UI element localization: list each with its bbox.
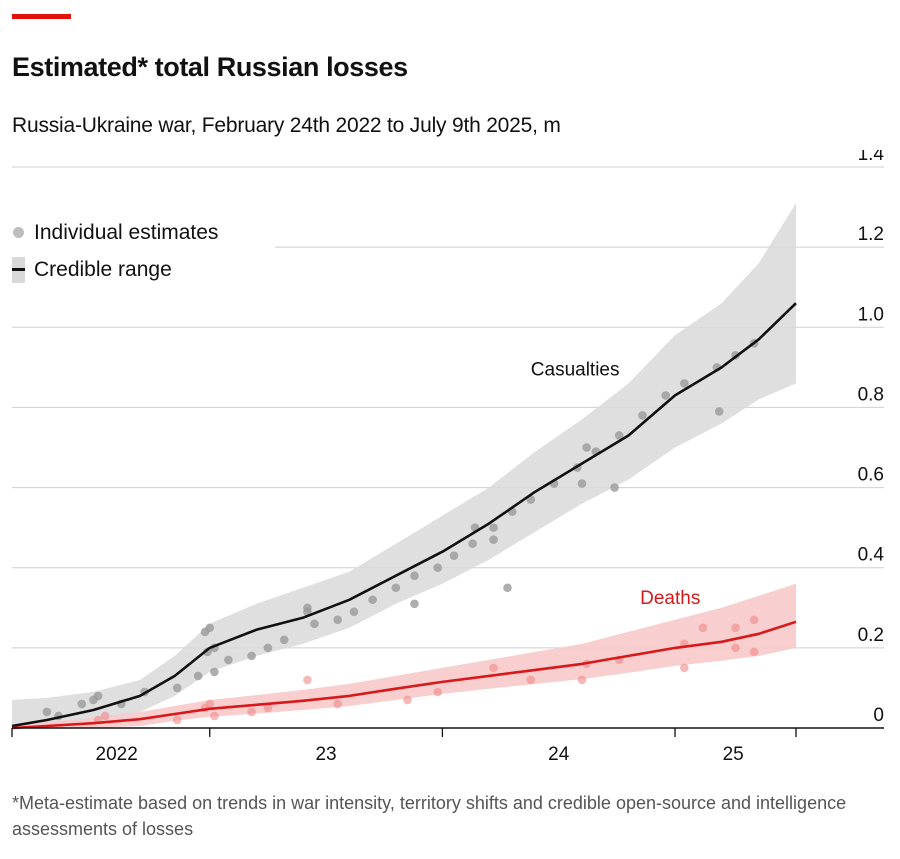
deaths-line — [11, 620, 797, 730]
casualties-estimate-dot — [247, 651, 256, 661]
y-tick-label: 0.6 — [858, 465, 884, 486]
casualties-line — [11, 302, 797, 728]
casualties-estimate-dot — [449, 551, 459, 560]
casualties-estimate-dot — [224, 655, 233, 665]
casualties-estimate-dot — [279, 635, 289, 645]
deaths-estimate-dot — [210, 711, 219, 721]
footnote: *Meta-estimate based on trends in war in… — [12, 793, 847, 839]
casualties-estimate-dot — [368, 595, 377, 605]
x-tick-label: 23 — [315, 744, 336, 765]
axes: 0 0.2 0.4 0.6 0.8 1.0 1.2 1.4 2022 23 24 25 — [11, 150, 885, 765]
casualties-estimate-dot — [410, 571, 419, 581]
casualties-estimate-dot — [391, 583, 401, 593]
deaths-credible-band — [12, 583, 796, 728]
legend-item-range: Credible range — [12, 251, 218, 288]
x-tick-label: 2022 — [96, 744, 138, 765]
y-tick-label: 0 — [873, 705, 884, 726]
legend-item-estimates: Individual estimates — [12, 214, 218, 251]
casualties-estimate-dot — [263, 643, 273, 653]
deaths-estimate-dot — [403, 695, 412, 705]
annotations: Casualties Deaths — [531, 359, 701, 608]
casualties-estimate-dot — [661, 391, 671, 400]
casualties-estimate-dot — [503, 583, 512, 593]
legend: Individual estimates Credible range — [12, 214, 218, 288]
deaths-estimate-dot — [731, 623, 740, 633]
gridlines — [12, 166, 884, 649]
casualties-estimate-dot — [333, 615, 342, 625]
casualties-estimate-dot — [714, 407, 724, 416]
deaths-estimate-dot — [205, 699, 215, 709]
deaths-estimate-dot — [172, 715, 182, 725]
casualties-estimate-dot — [680, 379, 689, 388]
deaths-estimate-dot — [749, 615, 759, 625]
deaths-estimate-dot — [303, 675, 312, 685]
y-tick-label: 0.4 — [858, 545, 885, 566]
casualties-estimate-dot — [210, 667, 219, 677]
casualties-estimate-dot — [42, 707, 52, 717]
brand-accent-bar — [12, 14, 71, 19]
losses-line-chart: 0 0.2 0.4 0.6 0.8 1.0 1.2 1.4 2022 23 24 25 Casualt… — [11, 150, 885, 765]
legend-label-range: Credible range — [34, 257, 172, 281]
casualties-estimate-dot — [172, 683, 182, 693]
legend-label-estimates: Individual estimates — [34, 220, 219, 244]
dot-icon — [13, 227, 24, 238]
deaths-estimate-dot — [526, 675, 536, 685]
series-label-casualties: Casualties — [531, 359, 620, 380]
casualties-estimate-dot — [610, 483, 619, 492]
deaths-estimate-dot — [489, 663, 498, 673]
range-band-icon — [12, 256, 25, 283]
series-lines — [11, 302, 797, 730]
casualties-estimate-dot — [349, 607, 359, 617]
casualties-estimate-dot — [577, 479, 587, 488]
casualties-estimate-dot — [193, 671, 203, 681]
deaths-estimate-dot — [333, 699, 342, 709]
x-tick-label: 24 — [548, 744, 570, 765]
casualties-estimate-dot — [614, 431, 624, 440]
casualties-estimate-dot — [582, 443, 591, 452]
deaths-estimate-dot — [263, 703, 273, 713]
deaths-estimate-dot — [731, 643, 740, 653]
deaths-estimate-dot — [698, 623, 708, 633]
y-tick-label: 0.8 — [858, 384, 884, 405]
x-tick-label: 25 — [723, 744, 744, 765]
credible-range-bands — [12, 203, 796, 729]
deaths-estimate-dot — [749, 647, 759, 657]
y-tick-label: 1.0 — [858, 304, 884, 325]
deaths-estimate-dot — [577, 675, 587, 685]
deaths-estimate-dot — [680, 663, 689, 673]
y-tick-label: 1.2 — [858, 224, 884, 245]
casualties-estimate-dot — [638, 411, 647, 420]
casualties-estimate-dot — [310, 619, 319, 629]
deaths-estimate-dot — [433, 687, 443, 697]
casualties-estimate-dot — [203, 647, 212, 657]
casualties-estimate-dot — [468, 539, 477, 548]
casualties-estimate-dot — [410, 599, 419, 609]
casualties-credible-band — [12, 203, 796, 729]
casualties-estimate-dot — [433, 563, 443, 573]
casualties-estimate-dot — [205, 623, 215, 633]
casualties-estimate-dot — [93, 691, 103, 701]
casualties-estimate-dot — [77, 699, 87, 709]
deaths-estimate-dot — [100, 711, 110, 721]
chart-subtitle: Russia-Ukraine war, February 24th 2022 t… — [12, 114, 561, 137]
y-tick-label: 1.4 — [858, 150, 885, 165]
individual-estimates — [42, 339, 759, 725]
deaths-estimate-dot — [247, 707, 256, 717]
casualties-estimate-dot — [489, 535, 498, 544]
series-label-deaths: Deaths — [640, 588, 700, 609]
y-tick-label: 0.2 — [858, 625, 884, 646]
chart-title: Estimated* total Russian losses — [12, 52, 408, 82]
casualties-estimate-dot — [489, 523, 498, 532]
